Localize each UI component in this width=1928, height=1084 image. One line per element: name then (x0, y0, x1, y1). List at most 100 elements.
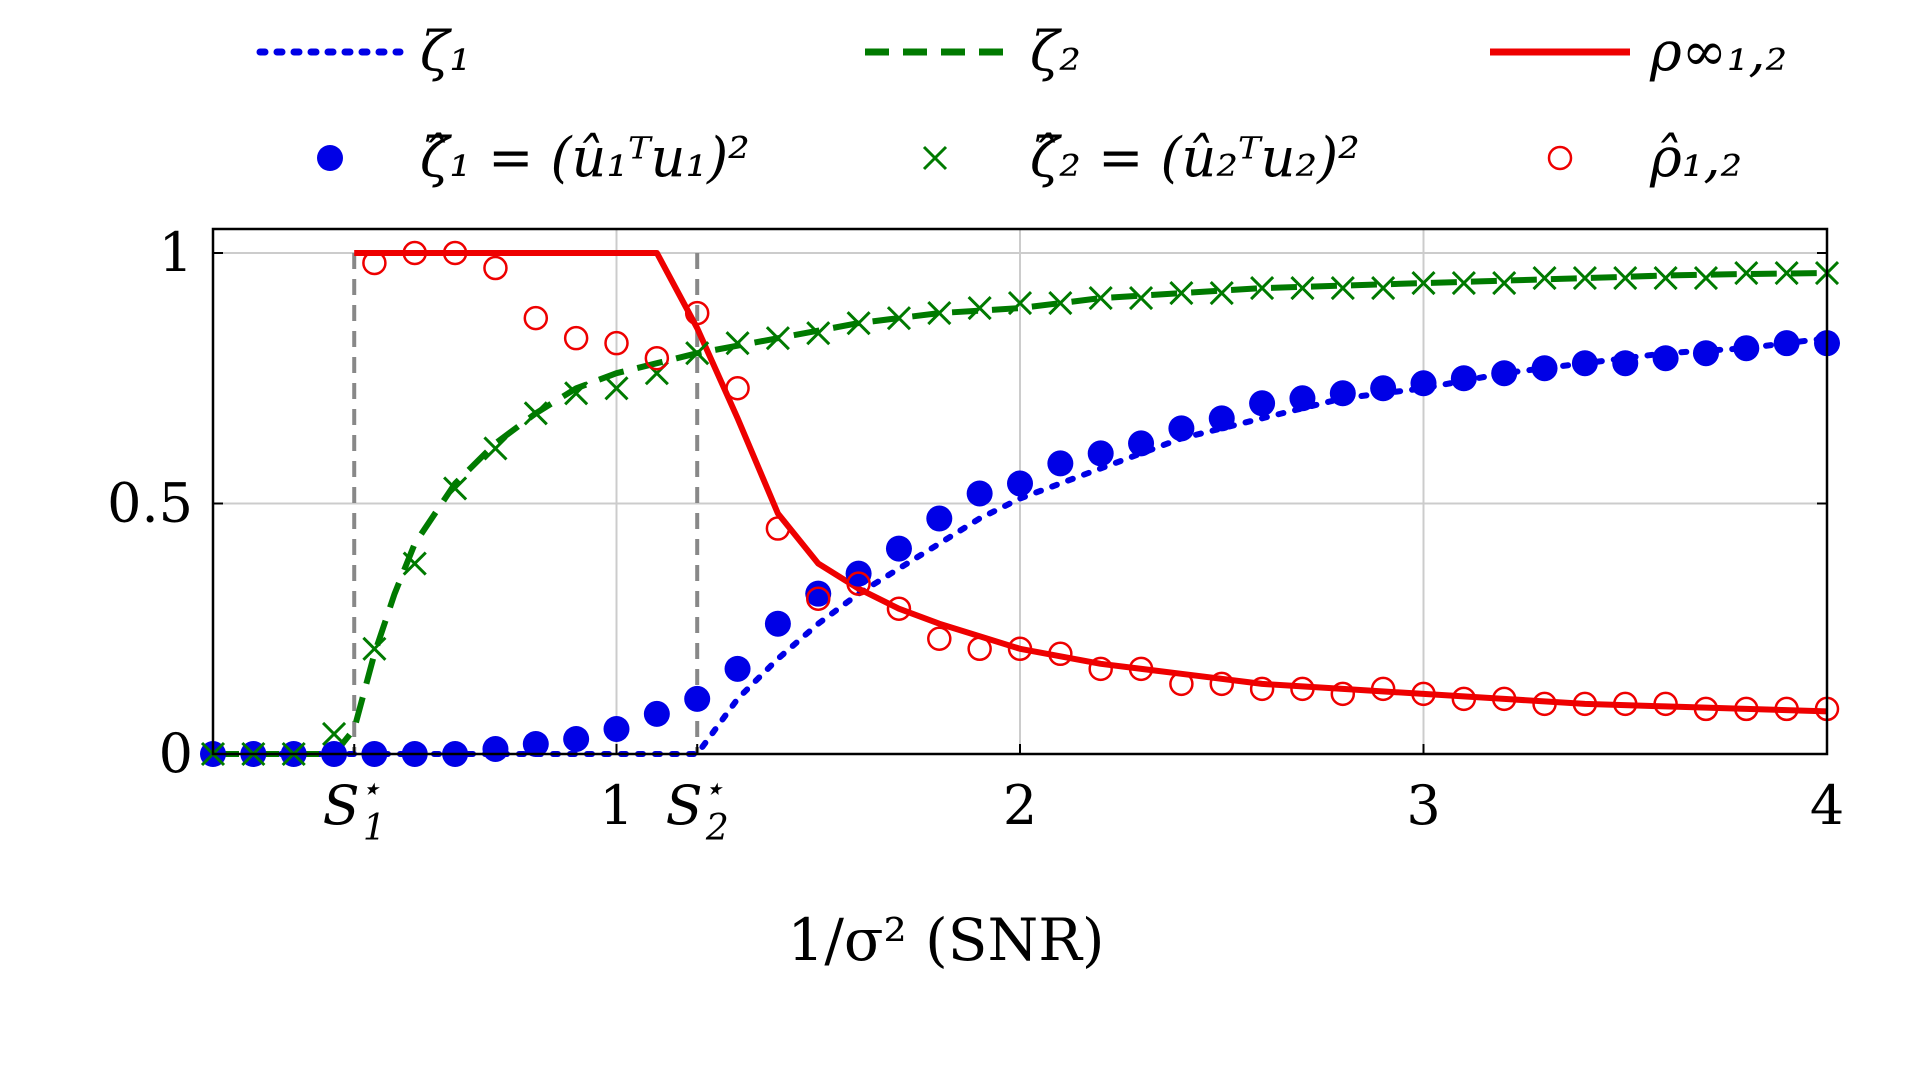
point-zeta2_marks (523, 401, 548, 426)
point-zeta2_marks (321, 721, 347, 747)
point-rho_marks (1370, 676, 1396, 702)
point-zeta1_marks (482, 735, 509, 762)
point-zeta2_marks (1411, 270, 1436, 296)
point-zeta2_marks (967, 296, 992, 321)
point-zeta1_marks (684, 685, 711, 712)
legend-label-zeta1_marks: ζ̂₁ = (û₁ᵀu₁)² (420, 126, 750, 189)
point-rho_marks (967, 636, 992, 662)
series-line-zeta1_line (210, 335, 1830, 757)
legend-label-rho_line: ρ∞₁,₂ (1649, 20, 1787, 83)
point-rho_marks (402, 240, 427, 266)
point-zeta1_marks (764, 610, 791, 637)
point-zeta1_marks (1491, 360, 1518, 387)
point-rho_marks (1169, 671, 1194, 697)
point-rho_marks (684, 300, 710, 326)
threshold-lines (352, 253, 700, 754)
point-zeta1_marks (1249, 390, 1276, 417)
y-tick-label: 0 (159, 722, 193, 785)
point-zeta2_marks (604, 376, 629, 401)
x-tick-label: S⋆ 2 (666, 769, 729, 849)
point-rho_marks (362, 250, 387, 276)
point-rho_marks (1411, 681, 1436, 707)
point-rho_marks (1572, 691, 1598, 717)
point-rho_marks (442, 240, 468, 266)
point-zeta1_marks (966, 480, 993, 507)
y-tick-label: 0.5 (107, 472, 193, 535)
x-tick-label: 2 (1003, 774, 1037, 837)
point-rho_marks (1451, 686, 1477, 712)
point-rho_marks (1128, 656, 1154, 682)
point-zeta2_marks (1330, 276, 1355, 301)
point-zeta1_marks (1047, 450, 1074, 477)
point-zeta1_marks (724, 655, 751, 682)
point-zeta1_marks (603, 715, 630, 742)
point-zeta2_marks (1532, 265, 1557, 291)
point-rho_marks (483, 255, 508, 281)
y-axis-ticks: 00.51 (107, 221, 1827, 785)
point-zeta1_marks (563, 725, 590, 752)
point-rho_marks (886, 596, 912, 621)
point-zeta1_marks (1692, 340, 1719, 367)
point-rho_marks (1734, 696, 1759, 722)
legend-swatch-zeta1_marks (317, 145, 343, 171)
point-zeta2_marks (1572, 265, 1597, 291)
point-zeta1_marks (1733, 335, 1760, 362)
point-zeta2_marks (402, 551, 427, 576)
x-axis-ticks: S⋆ 1 1 S⋆ 2 2 3 4 (323, 744, 1844, 849)
point-zeta2_marks (1048, 291, 1073, 316)
point-zeta2_marks (1169, 281, 1194, 306)
point-zeta1_marks (885, 535, 912, 562)
point-zeta2_marks (846, 311, 871, 336)
point-zeta2_marks (886, 306, 912, 331)
point-zeta1_marks (1450, 365, 1477, 392)
point-zeta1_marks (1168, 415, 1195, 442)
point-zeta2_marks (1007, 291, 1033, 316)
point-zeta1_marks (1612, 350, 1639, 377)
x-tick-label: 4 (1810, 774, 1844, 837)
point-zeta2_marks (1774, 260, 1799, 286)
x-tick-label: 3 (1406, 774, 1440, 837)
point-zeta2_marks (1088, 286, 1113, 311)
legend-label-zeta2_line: ζ₂ (1030, 20, 1081, 83)
point-zeta1_marks (1410, 370, 1437, 397)
point-zeta2_marks (1290, 276, 1315, 301)
series-line-rho_line (354, 250, 1828, 715)
point-rho_marks (765, 516, 791, 541)
point-rho_marks (806, 586, 831, 611)
point-rho_marks (1491, 686, 1517, 712)
point-zeta1_marks (805, 580, 832, 607)
x-tick-label: 1 (599, 774, 633, 837)
point-zeta1_marks (522, 730, 549, 757)
point-rho_marks (725, 376, 750, 401)
point-zeta1_marks (1773, 330, 1800, 357)
point-zeta2_marks (1128, 286, 1154, 311)
point-rho_marks (846, 571, 871, 596)
point-zeta2_marks (1451, 270, 1476, 296)
point-zeta2_marks (725, 331, 750, 356)
point-rho_marks (604, 330, 629, 356)
legend-label-zeta1_line: ζ₁ (420, 20, 471, 83)
point-zeta2_marks (1653, 265, 1678, 291)
point-zeta2_marks (564, 381, 589, 406)
point-zeta1_marks (1652, 345, 1679, 372)
x-tick-label: S⋆ 1 (323, 769, 386, 849)
point-rho_marks (563, 325, 589, 351)
point-rho_marks (523, 305, 549, 331)
legend-label-rho_marks: ρ̂₁,₂ (1649, 126, 1742, 189)
point-zeta1_marks (1289, 385, 1316, 412)
point-zeta2_marks (483, 436, 508, 461)
point-rho_marks (1774, 696, 1799, 722)
point-zeta2_marks (1693, 265, 1719, 291)
point-zeta1_marks (1087, 440, 1114, 467)
point-zeta2_marks (1734, 260, 1759, 286)
point-zeta2_marks (1492, 270, 1517, 296)
point-zeta1_marks (1208, 405, 1235, 432)
point-zeta1_marks (643, 700, 670, 727)
point-zeta2_marks (1371, 276, 1396, 301)
point-zeta2_marks (806, 321, 831, 346)
point-rho_marks (1330, 681, 1356, 707)
legend-label-zeta2_marks: ζ̂₂ = (û₂ᵀu₂)² (1030, 126, 1360, 189)
point-zeta1_marks (1571, 350, 1598, 377)
point-zeta2_marks (1250, 276, 1275, 301)
point-rho_marks (1249, 676, 1275, 702)
